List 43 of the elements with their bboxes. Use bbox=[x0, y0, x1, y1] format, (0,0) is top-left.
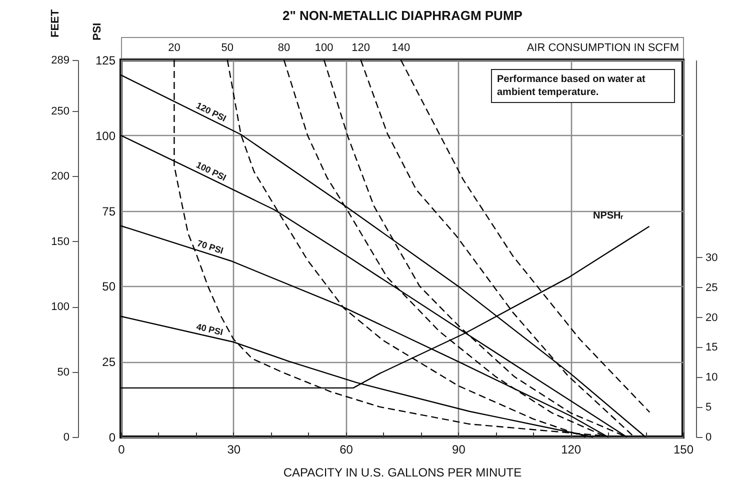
note-frame: Performance based on water at ambient temperature. bbox=[491, 69, 675, 103]
y2-tick-label: 20 bbox=[706, 312, 718, 324]
x-tick-label: 0 bbox=[118, 442, 126, 456]
x-axis-title: CAPACITY IN U.S. GALLONS PER MINUTE bbox=[283, 466, 522, 480]
series-label: NPSHᵣ bbox=[592, 210, 624, 222]
series-label: 100 bbox=[314, 42, 334, 54]
y2-tick-label: 30 bbox=[706, 252, 718, 264]
y-tick-label: 25 bbox=[102, 355, 116, 370]
y2-tick-label: 25 bbox=[706, 282, 718, 294]
y3-tick-label: 100 bbox=[51, 301, 70, 314]
chart-title: 2" NON-METALLIC DIAPHRAGM PUMP bbox=[282, 8, 524, 23]
series-label: 140 bbox=[392, 42, 410, 54]
series-label: 80 bbox=[278, 42, 290, 54]
y-tick-label: 75 bbox=[102, 204, 116, 218]
y3-tick-label: 200 bbox=[51, 170, 70, 183]
text: 40 PSI bbox=[195, 322, 224, 338]
y-axis-title: PSI bbox=[92, 22, 104, 40]
y3-tick-label: 150 bbox=[51, 236, 70, 248]
series-label: 120 bbox=[352, 42, 370, 54]
y3-tick-label: 289 bbox=[51, 54, 70, 66]
y3-axis-title: FEET bbox=[50, 9, 62, 38]
y3-tick-label: 50 bbox=[57, 366, 70, 378]
x-tick-label: 120 bbox=[561, 442, 582, 456]
series-label: 20 bbox=[168, 42, 180, 54]
y2-tick-label: 0 bbox=[706, 432, 712, 444]
y2-tick-label: 10 bbox=[706, 372, 718, 384]
series-label: 50 bbox=[221, 42, 234, 54]
text: 120 PSI bbox=[194, 100, 228, 124]
x-tick-label: 30 bbox=[227, 442, 241, 456]
x-tick-label: 90 bbox=[452, 442, 466, 456]
y-tick-label: 50 bbox=[102, 280, 116, 294]
text: 100 PSI bbox=[194, 160, 228, 183]
y3-tick-label: 250 bbox=[51, 105, 70, 118]
y-tick-label: 0 bbox=[108, 430, 116, 444]
y3-tick-label: 0 bbox=[63, 432, 70, 444]
text: 70 PSI bbox=[196, 238, 225, 256]
x-tick-label: 60 bbox=[340, 442, 354, 456]
y2-tick-label: 15 bbox=[706, 342, 718, 354]
x-tick-label: 150 bbox=[673, 442, 694, 456]
y2-tick-label: 5 bbox=[706, 402, 712, 414]
y-tick-label: 125 bbox=[95, 54, 116, 68]
annotation: Performance based on water at ambient temperature. bbox=[497, 74, 646, 98]
y-tick-label: 100 bbox=[95, 128, 116, 143]
